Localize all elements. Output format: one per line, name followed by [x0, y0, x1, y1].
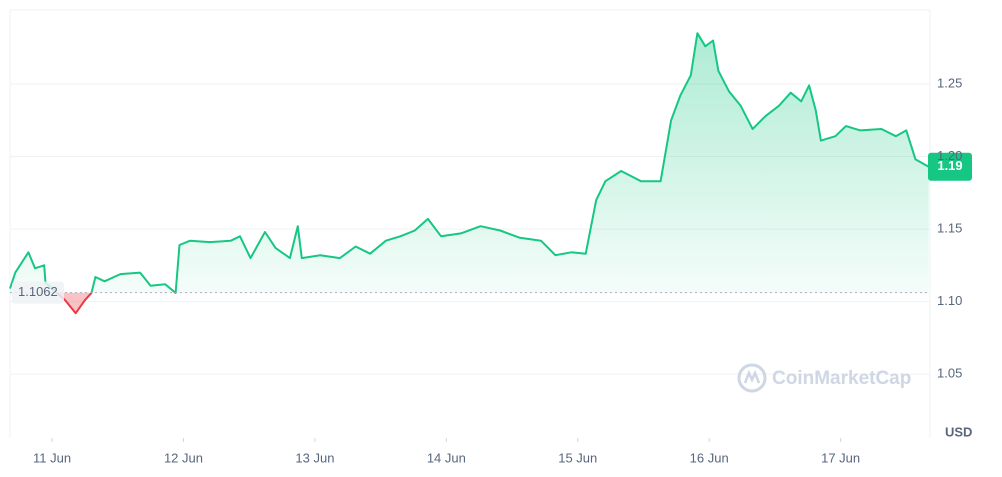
watermark: CoinMarketCap — [737, 363, 911, 393]
x-tick-label: 15 Jun — [558, 450, 597, 465]
y-tick-label: 1.05 — [937, 366, 962, 381]
last-price-label: 1.19 — [937, 158, 962, 173]
baseline-label-bg — [12, 281, 64, 304]
y-tick-label: 1.10 — [937, 293, 962, 308]
x-tick-label: 16 Jun — [690, 450, 729, 465]
baseline-label: 1.1062 — [18, 284, 58, 299]
y-tick-label: 1.25 — [937, 75, 962, 90]
x-tick-label: 14 Jun — [427, 450, 466, 465]
x-tick-label: 13 Jun — [295, 450, 334, 465]
price-line-up — [9, 32, 930, 293]
y-tick-label: 1.20 — [937, 148, 962, 163]
x-tick-label: 17 Jun — [821, 450, 860, 465]
last-price-tag — [928, 152, 972, 181]
y-tick-label: 1.15 — [937, 221, 962, 236]
y-unit: USD — [945, 424, 972, 439]
area-up — [10, 33, 929, 293]
x-tick-label: 11 Jun — [33, 450, 71, 465]
x-tick-label: 12 Jun — [164, 450, 203, 465]
watermark-text: CoinMarketCap — [772, 368, 911, 389]
